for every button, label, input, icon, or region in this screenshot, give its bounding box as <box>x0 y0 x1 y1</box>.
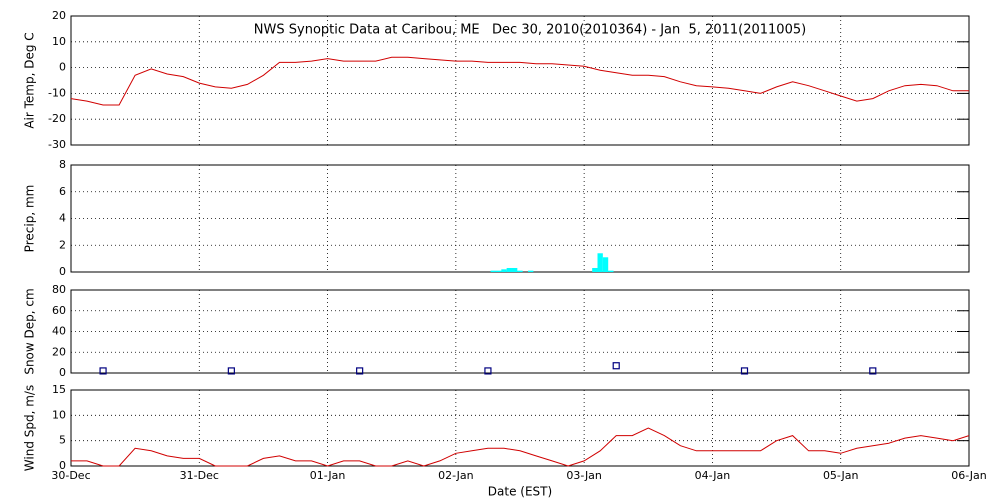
point <box>740 367 749 375</box>
y-tick-label: 6 <box>59 185 66 198</box>
y-axis-label: Snow Dep, cm <box>23 288 37 374</box>
x-tick-label: 02-Jan <box>438 469 474 482</box>
y-tick-label: 8 <box>59 158 66 171</box>
bar <box>506 267 512 272</box>
y-tick-label: 0 <box>59 459 66 472</box>
x-tick-label: 30-Dec <box>51 469 90 482</box>
bar <box>597 253 603 272</box>
y-tick-label: 60 <box>52 304 66 317</box>
x-tick-label: 06-Jan <box>951 469 987 482</box>
y-tick-label: 4 <box>59 212 66 225</box>
y-axis-label: Wind Spd, m/s <box>23 385 37 471</box>
x-tick-label: 05-Jan <box>823 469 859 482</box>
x-tick-label: 03-Jan <box>566 469 602 482</box>
y-tick-label: 2 <box>59 238 66 251</box>
y-tick-label: 15 <box>52 383 66 396</box>
bar <box>511 267 518 272</box>
y-tick-label: -30 <box>48 138 66 151</box>
x-tick-label: 04-Jan <box>695 469 731 482</box>
plot-frame <box>70 15 970 146</box>
y-tick-label: 10 <box>52 35 66 48</box>
point <box>869 367 877 375</box>
y-tick-label: 80 <box>52 283 66 296</box>
point <box>612 362 620 370</box>
bar <box>495 270 502 272</box>
bar <box>490 270 496 272</box>
point <box>356 367 364 375</box>
plot-frame <box>70 389 970 467</box>
bar <box>517 270 523 272</box>
data-line <box>70 56 969 106</box>
bar <box>602 257 609 272</box>
y-tick-label: 10 <box>52 408 66 421</box>
point <box>227 367 235 375</box>
point <box>99 367 107 375</box>
y-axis-label: Air Temp, Deg C <box>23 32 37 128</box>
point <box>484 367 492 375</box>
bar <box>608 270 614 272</box>
x-tick-label: 01-Jan <box>310 469 346 482</box>
bar <box>501 269 507 272</box>
x-tick-label: 31-Dec <box>180 469 219 482</box>
plot-frame <box>70 289 970 374</box>
y-tick-label: 40 <box>52 325 66 338</box>
y-axis-label: Precip, mm <box>23 185 37 253</box>
y-tick-label: -20 <box>48 112 66 125</box>
bar <box>592 267 598 272</box>
y-tick-label: 5 <box>59 434 66 447</box>
y-tick-label: 20 <box>52 9 66 22</box>
x-axis-label: Date (EST) <box>488 485 552 499</box>
y-tick-label: 0 <box>59 61 66 74</box>
y-tick-label: -10 <box>48 86 66 99</box>
data-line <box>71 427 970 467</box>
y-tick-label: 0 <box>59 366 66 379</box>
bar <box>528 270 534 272</box>
y-tick-label: 20 <box>52 345 66 358</box>
y-tick-label: 0 <box>59 265 66 278</box>
chart-title: NWS Synoptic Data at Caribou, ME Dec 30,… <box>254 23 806 38</box>
